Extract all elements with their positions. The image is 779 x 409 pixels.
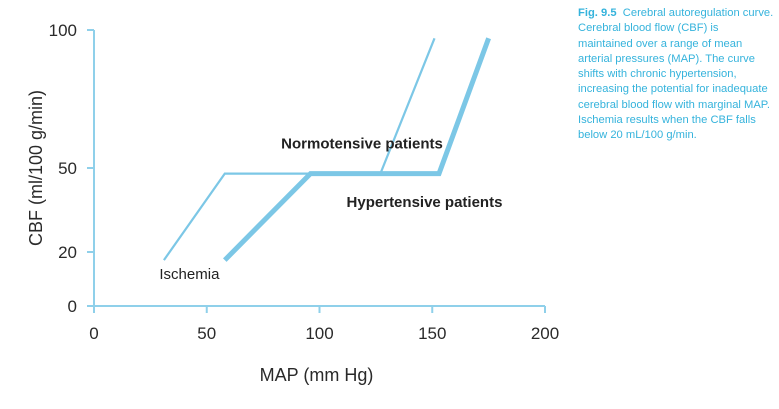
- annotation-label: Ischemia: [159, 266, 220, 283]
- annotation-label: Normotensive patients: [281, 136, 443, 153]
- y-tick-label: 50: [58, 159, 77, 178]
- x-tick-label: 0: [89, 324, 98, 343]
- x-axis-ticks: 0 50 100 150 200: [89, 306, 559, 343]
- normotensive-curve: [163, 37, 436, 261]
- chart-series: [163, 37, 491, 262]
- x-tick-label: 100: [305, 324, 333, 343]
- y-tick-label: 20: [58, 243, 77, 262]
- caption-text: Cerebral autoregulation curve. Cerebral …: [578, 7, 774, 142]
- chart-annotations: Normotensive patients Hypertensive patien…: [159, 136, 502, 283]
- y-tick-label: 0: [68, 297, 77, 316]
- x-tick-label: 50: [197, 324, 216, 343]
- figure-caption: Fig. 9.5 Cerebral autoregulation curve. …: [578, 6, 774, 144]
- y-tick-label: 100: [49, 21, 77, 40]
- x-tick-label: 200: [531, 324, 559, 343]
- annotation-label: Hypertensive patients: [347, 194, 503, 211]
- x-axis-title: MAP (mm Hg): [260, 365, 374, 385]
- chart-axes: 0 50 100 150 200 0 20 50 100: [49, 21, 560, 343]
- hypertensive-curve: [223, 37, 491, 262]
- x-tick-label: 150: [418, 324, 446, 343]
- y-axis-title: CBF (ml/100 g/min): [26, 90, 46, 246]
- y-axis-ticks: 0 20 50 100: [49, 21, 94, 316]
- figure-number: Fig. 9.5: [578, 7, 617, 19]
